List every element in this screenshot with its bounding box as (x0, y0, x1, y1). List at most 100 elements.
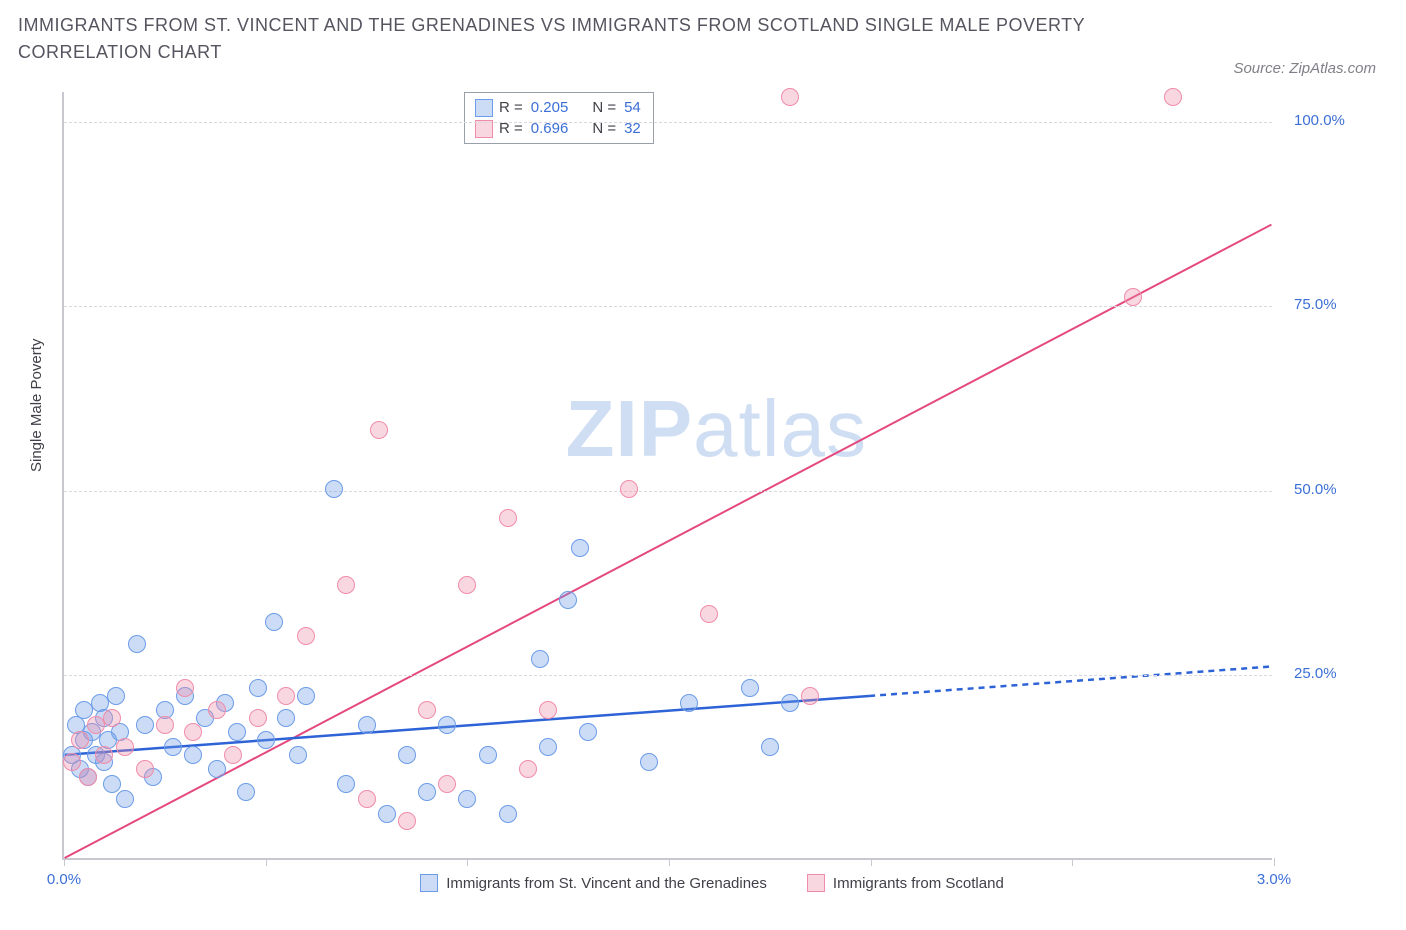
grid-line (64, 306, 1272, 307)
ytick-label: 50.0% (1294, 481, 1337, 498)
scatter-point (249, 709, 267, 727)
scatter-point (116, 738, 134, 756)
n-label: N = (592, 97, 616, 118)
ytick-label: 100.0% (1294, 112, 1345, 129)
grid-line (64, 491, 1272, 492)
chart-source: Source: ZipAtlas.com (1233, 60, 1376, 77)
scatter-point (257, 731, 275, 749)
scatter-point (103, 709, 121, 727)
stats-legend-row-1: R = 0.205 N = 54 (475, 97, 643, 118)
scatter-point (184, 723, 202, 741)
scatter-point (164, 738, 182, 756)
scatter-point (358, 790, 376, 808)
scatter-point (297, 627, 315, 645)
scatter-point (156, 716, 174, 734)
xtick (871, 858, 872, 866)
r-value-1: 0.205 (531, 97, 569, 118)
scatter-point (265, 613, 283, 631)
scatter-point (458, 790, 476, 808)
scatter-point (531, 650, 549, 668)
scatter-point (228, 723, 246, 741)
legend-swatch-blue (420, 874, 438, 892)
xtick (64, 858, 65, 866)
scatter-point (378, 805, 396, 823)
scatter-point (438, 775, 456, 793)
grid-line (64, 122, 1272, 123)
scatter-point (208, 701, 226, 719)
scatter-point (277, 687, 295, 705)
grid-line (64, 675, 1272, 676)
scatter-point (79, 768, 97, 786)
n-value-1: 54 (624, 97, 641, 118)
scatter-point (136, 716, 154, 734)
xtick (266, 858, 267, 866)
scatter-point (208, 760, 226, 778)
scatter-point (539, 701, 557, 719)
scatter-point (289, 746, 307, 764)
scatter-point (337, 775, 355, 793)
xtick (1274, 858, 1275, 866)
scatter-point (479, 746, 497, 764)
scatter-point (237, 783, 255, 801)
plot-region: ZIPatlas R = 0.205 N = 54 R = 0.696 N = … (62, 92, 1272, 860)
scatter-point (438, 716, 456, 734)
scatter-point (499, 509, 517, 527)
scatter-point (358, 716, 376, 734)
scatter-point (801, 687, 819, 705)
scatter-point (418, 701, 436, 719)
scatter-point (781, 694, 799, 712)
legend-label: Immigrants from St. Vincent and the Gren… (446, 875, 767, 892)
r-label: R = (499, 97, 523, 118)
scatter-point (297, 687, 315, 705)
scatter-point (640, 753, 658, 771)
scatter-point (458, 576, 476, 594)
xtick (467, 858, 468, 866)
ytick-label: 75.0% (1294, 296, 1337, 313)
legend-swatch-blue (475, 99, 493, 117)
chart-area: Single Male Poverty ZIPatlas R = 0.205 N… (62, 92, 1362, 860)
scatter-point (370, 421, 388, 439)
scatter-point (700, 605, 718, 623)
scatter-point (418, 783, 436, 801)
scatter-point (398, 812, 416, 830)
scatter-point (1124, 288, 1142, 306)
watermark: ZIPatlas (566, 383, 867, 475)
bottom-legend-item-1: Immigrants from St. Vincent and the Gren… (420, 874, 767, 892)
scatter-point (176, 679, 194, 697)
scatter-point (620, 480, 638, 498)
scatter-point (63, 753, 81, 771)
scatter-point (761, 738, 779, 756)
scatter-point (107, 687, 125, 705)
scatter-point (519, 760, 537, 778)
bottom-legend-item-2: Immigrants from Scotland (807, 874, 1004, 892)
scatter-point (539, 738, 557, 756)
scatter-point (579, 723, 597, 741)
ytick-label: 25.0% (1294, 665, 1337, 682)
xtick (669, 858, 670, 866)
legend-label: Immigrants from Scotland (833, 875, 1004, 892)
stats-legend: R = 0.205 N = 54 R = 0.696 N = 32 (464, 92, 654, 144)
chart-title: IMMIGRANTS FROM ST. VINCENT AND THE GREN… (18, 12, 1118, 66)
scatter-point (499, 805, 517, 823)
scatter-point (680, 694, 698, 712)
y-axis-label: Single Male Poverty (28, 339, 45, 472)
trend-lines (64, 92, 1272, 858)
scatter-point (128, 635, 146, 653)
scatter-point (71, 731, 89, 749)
scatter-point (224, 746, 242, 764)
scatter-point (95, 746, 113, 764)
scatter-point (249, 679, 267, 697)
scatter-point (559, 591, 577, 609)
scatter-point (325, 480, 343, 498)
scatter-point (781, 88, 799, 106)
scatter-point (337, 576, 355, 594)
bottom-legend: Immigrants from St. Vincent and the Gren… (62, 874, 1362, 892)
legend-swatch-pink (807, 874, 825, 892)
scatter-point (116, 790, 134, 808)
scatter-point (571, 539, 589, 557)
scatter-point (741, 679, 759, 697)
xtick (1072, 858, 1073, 866)
scatter-point (184, 746, 202, 764)
scatter-point (398, 746, 416, 764)
scatter-point (136, 760, 154, 778)
